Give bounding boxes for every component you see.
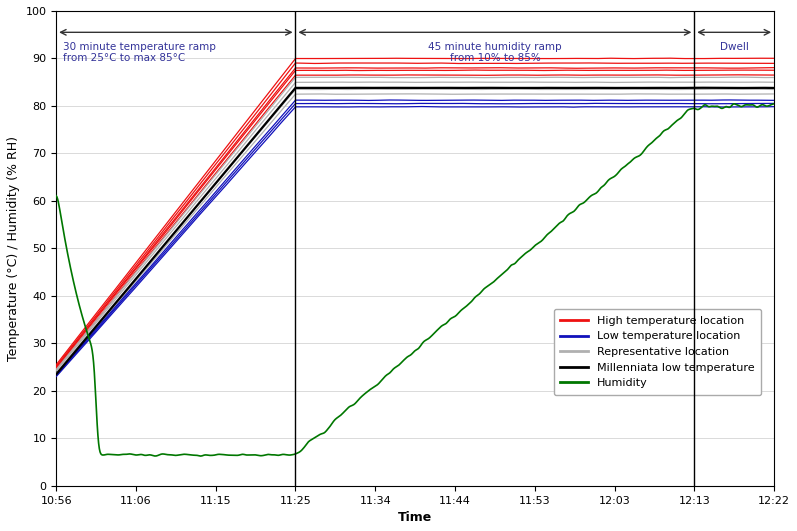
X-axis label: Time: Time (398, 511, 432, 524)
Text: 30 minute temperature ramp
from 25°C to max 85°C: 30 minute temperature ramp from 25°C to … (63, 42, 215, 63)
Legend: High temperature location, Low temperature location, Representative location, Mi: High temperature location, Low temperatu… (554, 309, 761, 395)
Text: Dwell: Dwell (720, 42, 748, 52)
Text: 45 minute humidity ramp
from 10% to 85%: 45 minute humidity ramp from 10% to 85% (428, 42, 562, 63)
Y-axis label: Temperature (°C) / Humidity (% RH): Temperature (°C) / Humidity (% RH) (7, 136, 20, 361)
